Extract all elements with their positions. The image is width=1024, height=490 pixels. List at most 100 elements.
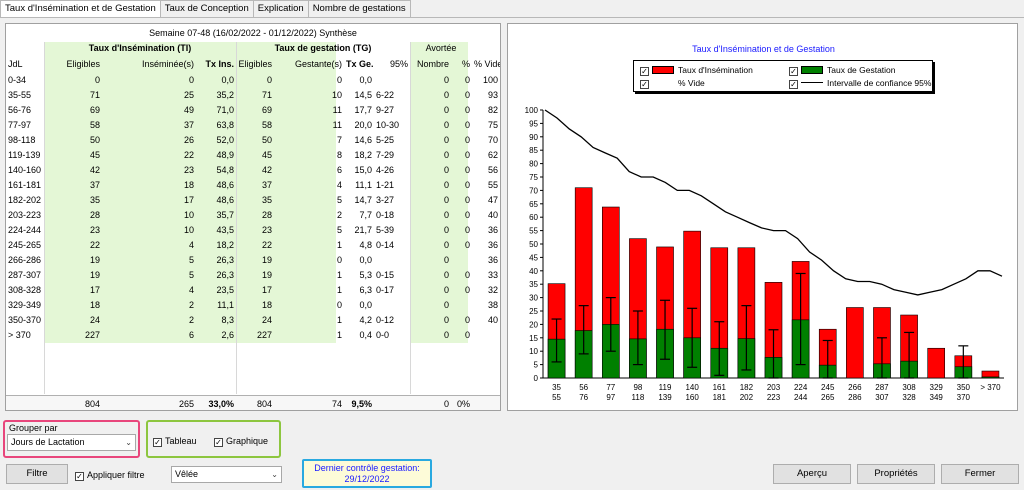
table-cell: 5 bbox=[188, 270, 194, 280]
checkbox-icon[interactable]: ✓ bbox=[153, 438, 162, 447]
graphique-checkbox[interactable]: ✓ Graphique bbox=[214, 435, 268, 447]
table-cell: 0 bbox=[464, 270, 470, 280]
table-cell: 0 bbox=[464, 225, 470, 235]
table-cell: 23,5 bbox=[216, 285, 234, 295]
x-tick-label: 223 bbox=[767, 393, 781, 402]
tab-nombre-gestations[interactable]: Nombre de gestations bbox=[307, 0, 411, 17]
column-divider bbox=[410, 42, 411, 394]
table-cell: 24 bbox=[261, 315, 272, 325]
table-cell: 4,2 bbox=[359, 315, 372, 325]
table-cell: 0 bbox=[464, 165, 470, 175]
totals-row: 804 265 33,0% 804 74 9,5% 0 0% bbox=[6, 395, 500, 410]
column-header: Eligibles bbox=[66, 59, 100, 69]
table-cell bbox=[472, 328, 500, 343]
display-options-box: ✓ Tableau ✓ Graphique bbox=[146, 420, 281, 458]
x-tick-label: 370 bbox=[957, 393, 971, 402]
graphique-label: Graphique bbox=[226, 436, 269, 446]
total-cell bbox=[472, 397, 500, 410]
table-cell: 22 bbox=[261, 240, 272, 250]
table-cell: 0 bbox=[188, 75, 194, 85]
chart-title: Taux d'Insémination et de Gestation bbox=[692, 44, 835, 54]
table-cell: 28 bbox=[89, 210, 100, 220]
table-cell bbox=[374, 73, 410, 88]
table-cell: 0 bbox=[443, 120, 449, 130]
x-tick-label: 35 bbox=[552, 383, 561, 392]
table-cell: 6,3 bbox=[359, 285, 372, 295]
table-cell: 0,0 bbox=[359, 255, 372, 265]
table-cell: 37 bbox=[89, 180, 100, 190]
x-tick-label: 244 bbox=[794, 393, 808, 402]
table-cell: 42 bbox=[89, 165, 100, 175]
x-tick-label: 245 bbox=[821, 383, 835, 392]
tab-taux-conception[interactable]: Taux de Conception bbox=[159, 0, 254, 17]
bar-gestation bbox=[981, 376, 1000, 379]
table-cell: 36 bbox=[487, 225, 498, 235]
group-by-select[interactable]: Jours de Lactation ⌄ bbox=[7, 434, 136, 451]
table-cell: 26,3 bbox=[216, 270, 234, 280]
x-tick-label: 182 bbox=[740, 383, 754, 392]
table-cell: 4,8 bbox=[359, 240, 372, 250]
filtre-button[interactable]: Filtre bbox=[6, 464, 68, 484]
y-tick-label: 55 bbox=[529, 227, 538, 236]
table-cell: 43,5 bbox=[216, 225, 234, 235]
column-header: 95% bbox=[389, 59, 408, 69]
filter-select[interactable]: Vêlée ⌄ bbox=[171, 466, 282, 483]
table-cell: 1 bbox=[336, 330, 342, 340]
x-tick-label: 181 bbox=[713, 393, 727, 402]
table-cell: 0 bbox=[464, 315, 470, 325]
y-tick-label: 15 bbox=[529, 334, 538, 343]
table-cell: 8,3 bbox=[221, 315, 234, 325]
table-cell: 35 bbox=[261, 195, 272, 205]
checkbox-icon[interactable]: ✓ bbox=[640, 67, 649, 76]
table-cell: 35,2 bbox=[216, 90, 234, 100]
x-tick-label: 287 bbox=[875, 383, 889, 392]
tableau-checkbox[interactable]: ✓ Tableau bbox=[153, 435, 197, 447]
checkbox-icon[interactable]: ✓ bbox=[640, 80, 649, 89]
legend-item-vide[interactable]: ✓ % Vide bbox=[640, 77, 705, 89]
table-cell: 0 bbox=[443, 105, 449, 115]
table-cell: 71,0 bbox=[216, 105, 234, 115]
tab-taux-insemination[interactable]: Taux d'Insémination et de Gestation bbox=[0, 0, 161, 18]
table-cell: 26,3 bbox=[216, 255, 234, 265]
table-cell: 7 bbox=[336, 135, 342, 145]
x-tick-label: 76 bbox=[579, 393, 588, 402]
x-tick-label: > 370 bbox=[980, 383, 1001, 392]
column-header: JdL bbox=[8, 59, 23, 69]
legend-item-insemination[interactable]: ✓ Taux d'Insémination bbox=[640, 64, 753, 76]
apercu-button[interactable]: Aperçu bbox=[773, 464, 851, 484]
table-cell: 6 bbox=[188, 330, 194, 340]
legend-item-ci[interactable]: ✓ Intervalle de confiance 95% bbox=[789, 77, 931, 89]
y-tick-label: 25 bbox=[529, 307, 538, 316]
table-cell: 0 bbox=[443, 135, 449, 145]
proprietes-button[interactable]: Propriétés bbox=[857, 464, 935, 484]
table-cell: 49 bbox=[183, 105, 194, 115]
x-tick-label: 97 bbox=[606, 393, 615, 402]
checkbox-icon[interactable]: ✓ bbox=[789, 80, 798, 89]
y-tick-label: 50 bbox=[529, 240, 538, 249]
table-cell: 18,2 bbox=[354, 150, 372, 160]
fermer-button[interactable]: Fermer bbox=[941, 464, 1019, 484]
green-swatch-icon bbox=[801, 66, 823, 74]
y-tick-label: 70 bbox=[529, 186, 538, 195]
y-tick-label: 35 bbox=[529, 280, 538, 289]
checkbox-icon[interactable]: ✓ bbox=[789, 67, 798, 76]
checkbox-icon[interactable]: ✓ bbox=[75, 472, 84, 481]
table-cell: 4 bbox=[188, 285, 194, 295]
table-cell: 18 bbox=[261, 300, 272, 310]
table-cell: 0,0 bbox=[359, 75, 372, 85]
checkbox-icon[interactable]: ✓ bbox=[214, 438, 223, 447]
total-cell: 74 bbox=[331, 399, 342, 409]
table-cell: 100 bbox=[482, 75, 498, 85]
table-cell: 19 bbox=[261, 270, 272, 280]
table-cell: 54,8 bbox=[216, 165, 234, 175]
legend-item-gestation[interactable]: ✓ Taux de Gestation bbox=[789, 64, 896, 76]
table-cell: 20,0 bbox=[354, 120, 372, 130]
results-table: Semaine 07-48 (16/02/2022 - 01/12/2022) … bbox=[5, 23, 501, 411]
table-cell: 2 bbox=[188, 300, 194, 310]
appliquer-filtre-checkbox[interactable]: ✓ Appliquer filtre bbox=[75, 469, 145, 481]
table-cell: 58 bbox=[89, 120, 100, 130]
tab-explication[interactable]: Explication bbox=[252, 0, 309, 17]
table-cell: 4 bbox=[188, 240, 194, 250]
table-cell: 0 bbox=[443, 210, 449, 220]
x-tick-label: 329 bbox=[930, 383, 944, 392]
